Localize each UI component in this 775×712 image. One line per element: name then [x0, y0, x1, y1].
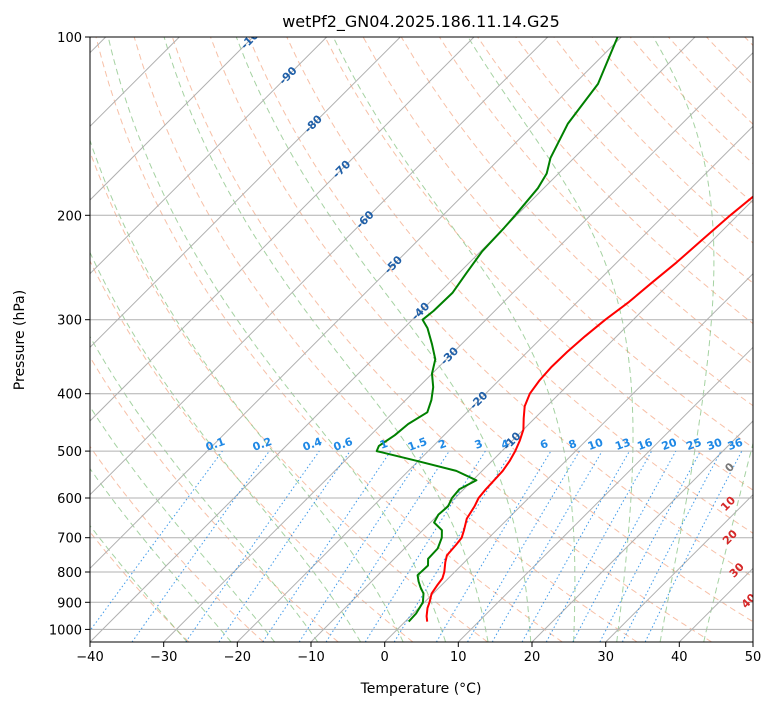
- x-tick-label: 50: [745, 650, 762, 665]
- y-tick-label: 200: [57, 209, 82, 224]
- x-axis-label: Temperature (°C): [360, 681, 482, 697]
- x-tick-label: 10: [450, 650, 467, 665]
- x-tick-label: −40: [76, 650, 103, 665]
- x-tick-label: −10: [297, 650, 324, 665]
- chart-title: wetPf2_GN04.2025.186.11.14.G25: [282, 12, 560, 32]
- y-tick-label: 600: [57, 492, 82, 507]
- y-tick-label: 700: [57, 532, 82, 547]
- x-tick-label: 40: [671, 650, 688, 665]
- x-tick-label: 20: [524, 650, 541, 665]
- y-tick-label: 900: [57, 596, 82, 611]
- x-tick-label: −30: [150, 650, 177, 665]
- y-tick-label: 500: [57, 445, 82, 460]
- y-axis-label: Pressure (hPa): [12, 290, 28, 390]
- x-tick-label: −20: [224, 650, 251, 665]
- y-tick-label: 1000: [49, 623, 82, 638]
- y-tick-label: 100: [57, 31, 82, 46]
- y-tick-label: 800: [57, 566, 82, 581]
- y-tick-label: 400: [57, 388, 82, 403]
- x-tick-label: 30: [597, 650, 614, 665]
- x-tick-label: 0: [381, 650, 389, 665]
- y-tick-label: 300: [57, 314, 82, 329]
